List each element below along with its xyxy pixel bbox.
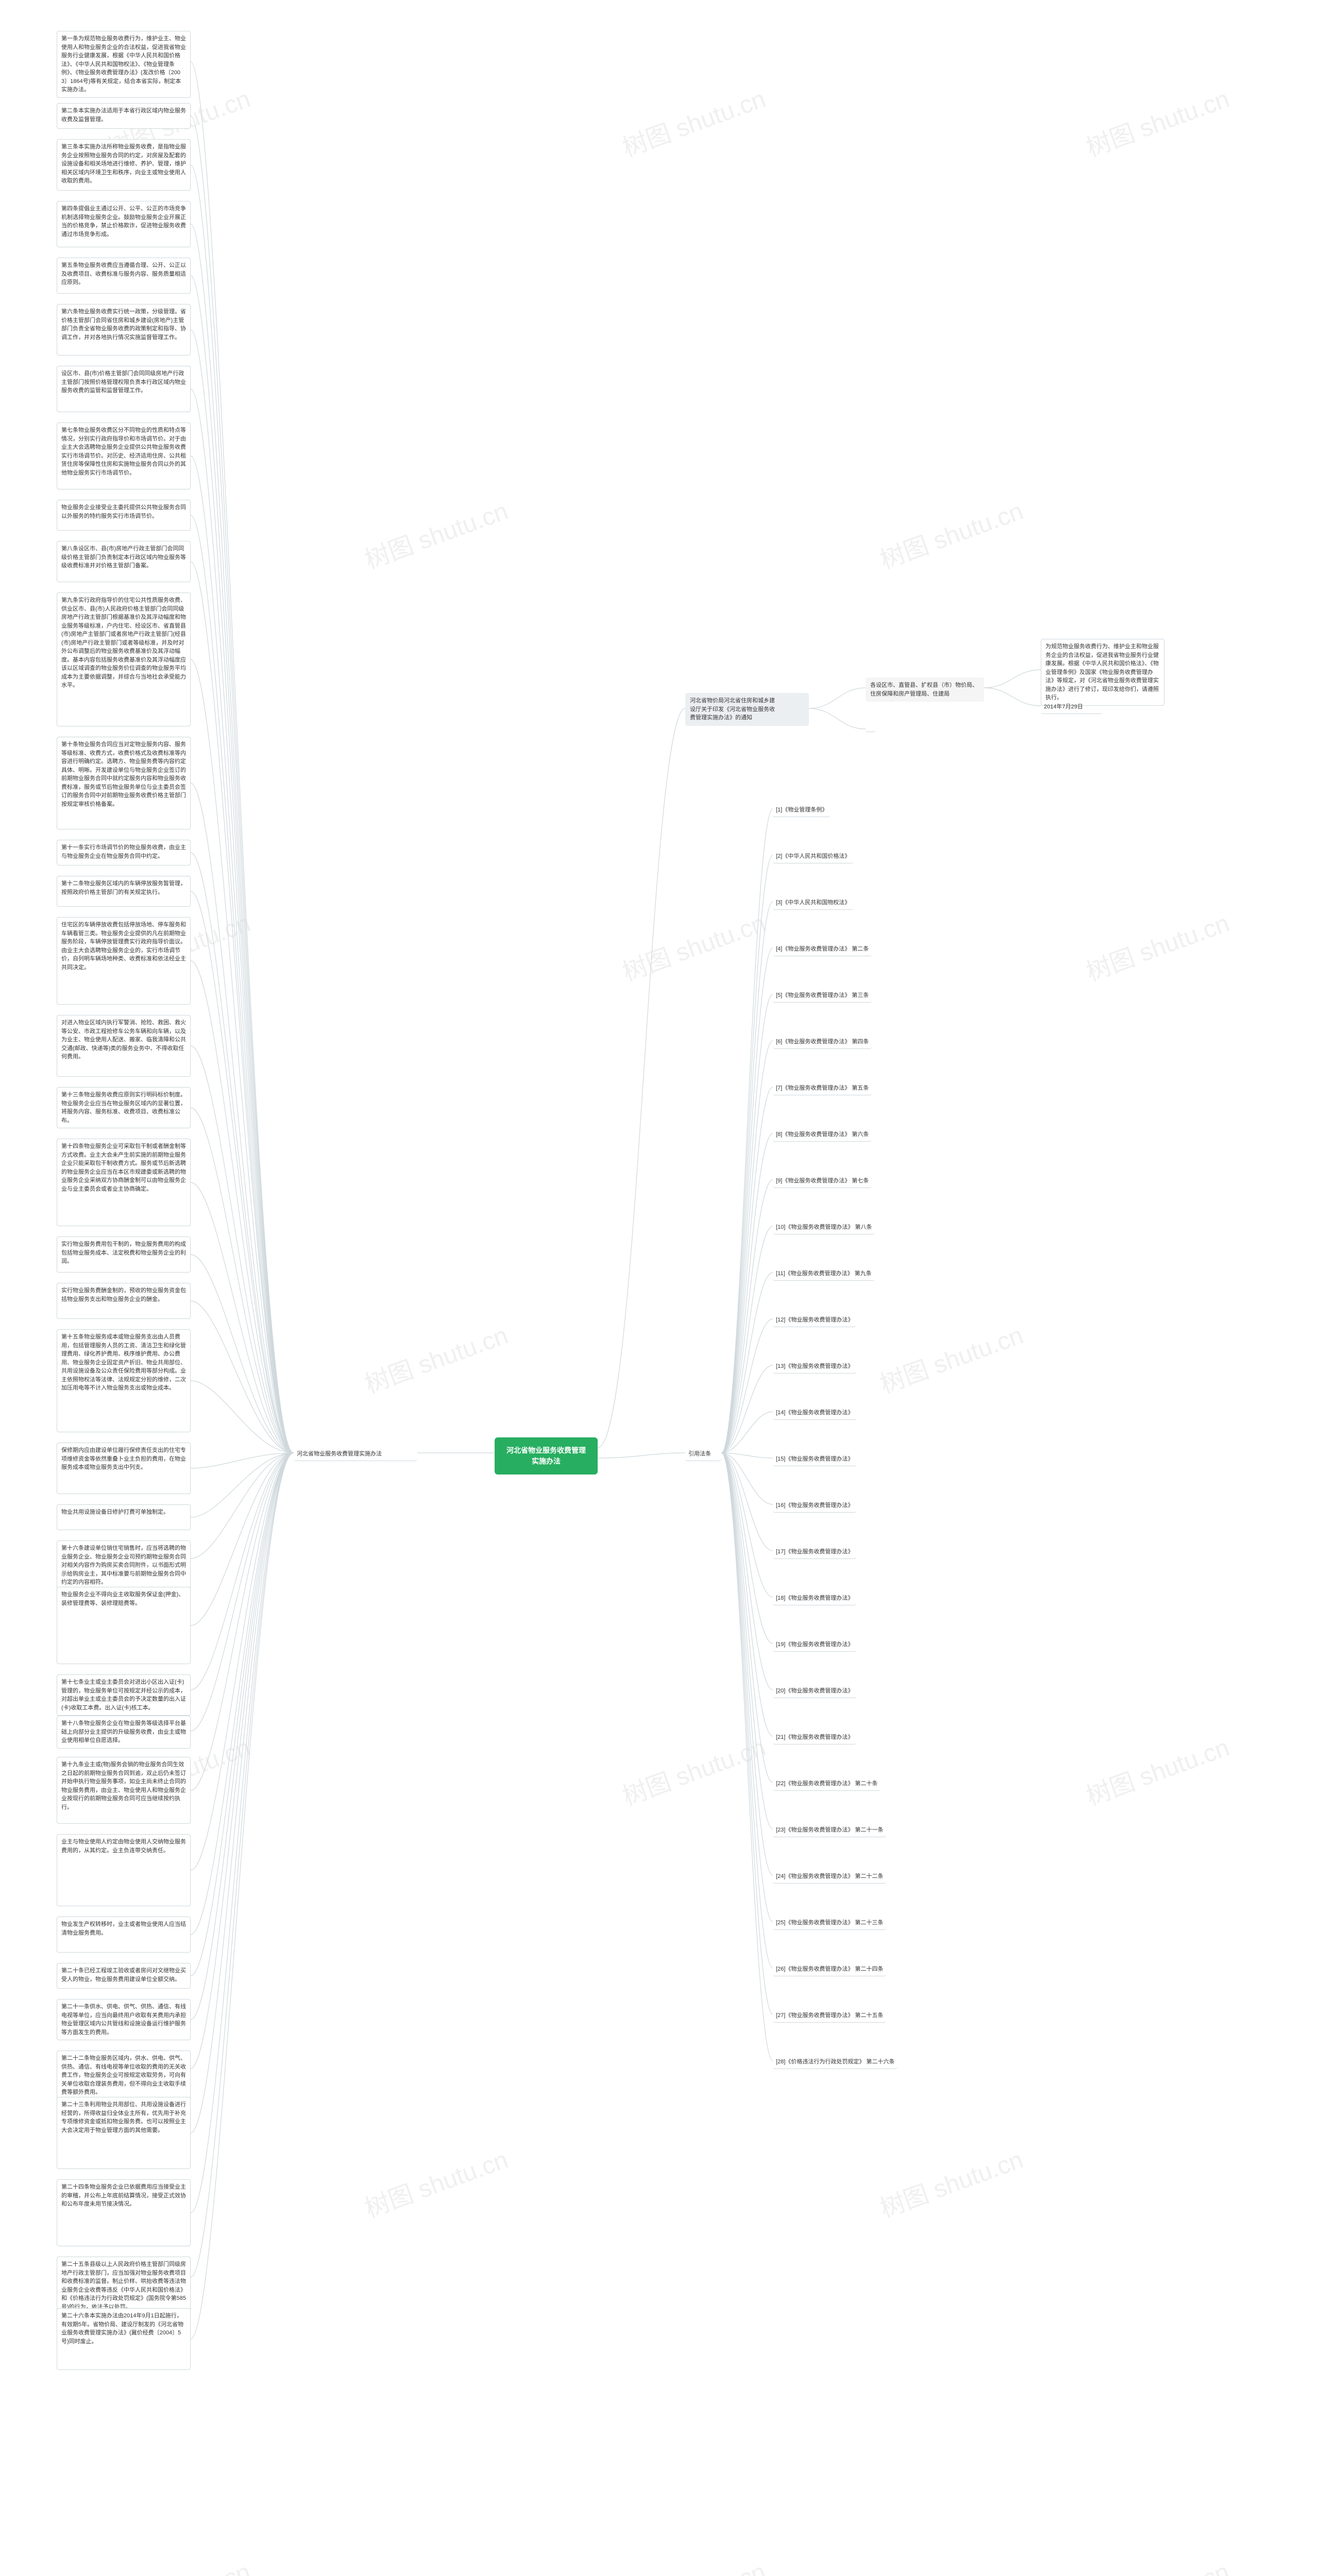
left-article-node[interactable]: 第十七条业主或业主委员会对进出小区出入证(卡)管理的，物业服务单位可按规定并经公… xyxy=(57,1674,191,1716)
ref-node[interactable]: [24]《物业服务收费管理办法》 第二十二条 xyxy=(773,1870,886,1884)
notice-spacer xyxy=(866,724,876,732)
left-article-node[interactable]: 物业共用设施设备日修护打费可单独制定。 xyxy=(57,1504,191,1530)
left-article-node[interactable]: 第二十五条县级以上人民政府价格主管部门同级房地产行政主管部门，应当加强对物业服务… xyxy=(57,2257,191,2315)
connectors-svg xyxy=(0,0,1319,2576)
ref-node[interactable]: [15]《物业服务收费管理办法》 xyxy=(773,1453,856,1466)
left-article-node[interactable]: 第十二条物业服务区域内的车辆停放服务暂管理，按照政府价格主管部门的有关规定执行。 xyxy=(57,876,191,907)
ref-node[interactable]: [23]《物业服务收费管理办法》 第二十一条 xyxy=(773,1824,886,1837)
refs-branch-label[interactable]: 引用法条 xyxy=(685,1448,721,1461)
left-article-node[interactable]: 第六条物业服务收费实行统一政策，分级管理。省价格主管部门会同省住房和城乡建设(房… xyxy=(57,304,191,355)
ref-node[interactable]: [16]《物业服务收费管理办法》 xyxy=(773,1499,856,1513)
ref-node[interactable]: [21]《物业服务收费管理办法》 xyxy=(773,1731,856,1744)
ref-node[interactable]: [7]《物业服务收费管理办法》 第五条 xyxy=(773,1082,872,1095)
notice-para-node[interactable]: 为规范物业服务收费行为、维护业主和物业服务企业的合法权益，促进我省物业服务行业健… xyxy=(1041,639,1164,706)
notice-date-node[interactable]: 2014年7月29日 xyxy=(1041,701,1103,714)
root-node[interactable]: 河北省物业服务收费管理 实施办法 xyxy=(495,1437,598,1475)
ref-node[interactable]: [3]《中华人民共和国物权法》 xyxy=(773,896,853,910)
notice-title-node[interactable]: 河北省物价局河北省住房和城乡建 设厅关于印发《河北省物业服务收 费管理实施办法》… xyxy=(685,693,809,726)
left-article-node[interactable]: 第二条本实施办法适用于本省行政区域内物业服务收费及监督管理。 xyxy=(57,103,191,129)
notice-body-node[interactable]: 各设区市、直管县、扩权县（市）物价局、住房保障和房产管理局、住建局 xyxy=(866,677,984,702)
ref-node[interactable]: [12]《物业服务收费管理办法》 xyxy=(773,1314,856,1327)
left-article-node[interactable]: 物业服务企业接受业主委托提供公共物业服务合同以外服务的特约服务实行市场调节价。 xyxy=(57,500,191,531)
left-article-node[interactable]: 住宅区的车辆停放收费包括停放场地、停车服务和车辆看管三类。物业服务企业提供的凡在… xyxy=(57,917,191,1005)
left-article-node[interactable]: 对进入物业区域内执行军警消、抢险、救困、救火等公安、市政工程抢修车公务车辆和向车… xyxy=(57,1015,191,1077)
ref-node[interactable]: [28]《价格违法行为行政处罚规定》 第二十六条 xyxy=(773,2056,898,2069)
left-article-node[interactable]: 第二十一条供水、供电、供气、供热、通信、有线电视等单位，应当向最终用户收取有关费… xyxy=(57,1999,191,2040)
notice-body-text: 各设区市、直管县、扩权县（市）物价局、住房保障和房产管理局、住建局 xyxy=(870,682,978,697)
left-article-node[interactable]: 第十八条物业服务企业在物业服务等级选择平台基础上向部分业主提供的升级服务收费，由… xyxy=(57,1716,191,1749)
ref-node[interactable]: [25]《物业服务收费管理办法》 第二十三条 xyxy=(773,1917,886,1930)
left-article-node[interactable]: 第十一条实行市场调节价的物业服务收费，由业主与物业服务企业在物业服务合同中约定。 xyxy=(57,840,191,866)
ref-node[interactable]: [17]《物业服务收费管理办法》 xyxy=(773,1546,856,1559)
ref-node[interactable]: [14]《物业服务收费管理办法》 xyxy=(773,1406,856,1420)
ref-node[interactable]: [20]《物业服务收费管理办法》 xyxy=(773,1685,856,1698)
ref-node[interactable]: [2]《中华人民共和国价格法》 xyxy=(773,850,853,863)
root-title-line2: 实施办法 xyxy=(500,1456,592,1467)
left-article-node[interactable]: 实行物业服务费酬金制的，预收的物业服务资金包括物业服务支出和物业服务企业的酬金。 xyxy=(57,1283,191,1319)
ref-node[interactable]: [6]《物业服务收费管理办法》 第四条 xyxy=(773,1036,872,1049)
left-article-node[interactable]: 第十四条物业服务企业可采取包干制或者酬金制等方式收费。业主大会未产生前实施的前期… xyxy=(57,1139,191,1226)
left-article-node[interactable]: 第一条为规范物业服务收费行为，维护业主、物业使用人和物业服务企业的合法权益，促进… xyxy=(57,31,191,98)
ref-node[interactable]: [9]《物业服务收费管理办法》 第七条 xyxy=(773,1175,872,1188)
ref-node[interactable]: [26]《物业服务收费管理办法》 第二十四条 xyxy=(773,1963,886,1976)
left-article-node[interactable]: 第七条物业服务收费区分不同物业的性质和特点等情况，分别实行政府指导价和市场调节价… xyxy=(57,422,191,489)
left-article-node[interactable]: 保修期内应由建设单位履行保修责任支出的住宅专项维修资金等依然重叠卜业主负担的费用… xyxy=(57,1443,191,1494)
left-article-node[interactable]: 物业发生产权转移时，业主或者物业使用人应当结清物业服务费用。 xyxy=(57,1917,191,1953)
ref-node[interactable]: [4]《物业服务收费管理办法》 第二条 xyxy=(773,943,872,956)
left-article-node[interactable]: 第九条实行政府指导价的住宅公共性质服务收费、供业区市、县(市)人民政府价格主管部… xyxy=(57,592,191,726)
left-article-node[interactable]: 第十五条物业服务成本或物业服务支出由人员费用，包括管理服务人员的工资、清洁卫生和… xyxy=(57,1329,191,1432)
notice-para-text: 为规范物业服务收费行为、维护业主和物业服务企业的合法权益，促进我省物业服务行业健… xyxy=(1045,643,1159,701)
left-article-node[interactable]: 第五条物业服务收费应当遵循合理、公开、公正以及收费项目、收费标准与服务内容、服务… xyxy=(57,258,191,294)
left-article-node[interactable]: 第十三条物业服务收费应原则实行明码标价制度。物业服务企业应当在物业服务区域内的显… xyxy=(57,1087,191,1128)
ref-node[interactable]: [5]《物业服务收费管理办法》 第三条 xyxy=(773,989,872,1003)
left-article-node[interactable]: 实行物业服务费用包干制的，物业服务费用的构成包括物业服务成本、法定税费和物业服务… xyxy=(57,1236,191,1273)
left-article-node[interactable]: 第二十六条本实施办法由2014年9月1日起施行，有效期5年。省物价局、建设厅制发… xyxy=(57,2308,191,2370)
left-article-node[interactable]: 第三条本实施办法所称物业服务收费，是指物业服务企业按照物业服务合同的约定，对房屋… xyxy=(57,139,191,191)
left-article-node[interactable]: 第八条设区市、县(市)房地产行政主管部门会同同级价格主管部门负责制定本行政区域内… xyxy=(57,541,191,582)
ref-node[interactable]: [13]《物业服务收费管理办法》 xyxy=(773,1360,856,1374)
ref-node[interactable]: [1]《物业管理条例》 xyxy=(773,804,831,817)
ref-node[interactable]: [19]《物业服务收费管理办法》 xyxy=(773,1638,856,1652)
left-article-node[interactable]: 第二十三条利用物业共用部位、共用设施设备进行经营的，所得收益归全体业主所有，优先… xyxy=(57,2097,191,2169)
left-article-node[interactable]: 第四条提倡业主通过公开、公平、公正的市场竞争机制选择物业服务企业。鼓励物业服务企… xyxy=(57,201,191,247)
left-article-node[interactable]: 第十九条业主或(物)服务会销的物业服务合同生效之日起的前期物业服务合同到逾，双止… xyxy=(57,1757,191,1824)
left-article-node[interactable]: 业主与物业使用人约定由物业使用人交纳物业服务费用的，从其约定。业主负连带交纳责任… xyxy=(57,1834,191,1906)
mindmap-canvas: 树图 shutu.cn 树图 shutu.cn 树图 shutu.cn 树图 s… xyxy=(0,0,1319,2576)
ref-node[interactable]: [11]《物业服务收费管理办法》 第九条 xyxy=(773,1267,875,1281)
ref-node[interactable]: [8]《物业服务收费管理办法》 第六条 xyxy=(773,1128,872,1142)
left-article-node[interactable]: 第二十二条物业服务区域内，供水、供电、供气、供热、通信、有线电视等单位收取的费用… xyxy=(57,2050,191,2100)
ref-node[interactable]: [10]《物业服务收费管理办法》 第八条 xyxy=(773,1221,875,1234)
ref-node[interactable]: [22]《物业服务收费管理办法》 第二十条 xyxy=(773,1777,881,1791)
left-article-node[interactable]: 第十条物业服务合同应当对定物业服务内容、服务等级标准、收费方式，收费价格式及收费… xyxy=(57,737,191,829)
notice-title-l3: 费管理实施办法》的通知 xyxy=(690,714,804,722)
left-branch-label[interactable]: 河北省物业服务收费管理实施办法 xyxy=(294,1448,417,1461)
left-article-node[interactable]: 第二十条已经工程竣工验收或者房问对文继物业买受人的物业，物业服务费用建设单位全额… xyxy=(57,1963,191,1989)
left-article-node[interactable]: 设区市、县(市)价格主管部门会同同级房地产行政主管部门按照价格管理权限负责本行政… xyxy=(57,366,191,412)
left-article-node[interactable]: 物业服务企业不得向业主收取服务保证金(押金)、装修管理费等、装修理赔费等。 xyxy=(57,1587,191,1664)
left-article-node[interactable]: 第十六条建设单位销住宅销售时，应当将选聘的物业服务企业、物业服务企业司预约期物业… xyxy=(57,1540,191,1590)
ref-node[interactable]: [27]《物业服务收费管理办法》 第二十五条 xyxy=(773,2009,886,2023)
notice-title-l2: 设厅关于印发《河北省物业服务收 xyxy=(690,705,804,714)
left-article-node[interactable]: 第二十四条物业服务企业已依据费用应当接受业主的审稽，并公布上年底前结算情况，接受… xyxy=(57,2179,191,2246)
notice-title-l1: 河北省物价局河北省住房和城乡建 xyxy=(690,697,804,705)
root-title-line1: 河北省物业服务收费管理 xyxy=(500,1445,592,1456)
ref-node[interactable]: [18]《物业服务收费管理办法》 xyxy=(773,1592,856,1605)
